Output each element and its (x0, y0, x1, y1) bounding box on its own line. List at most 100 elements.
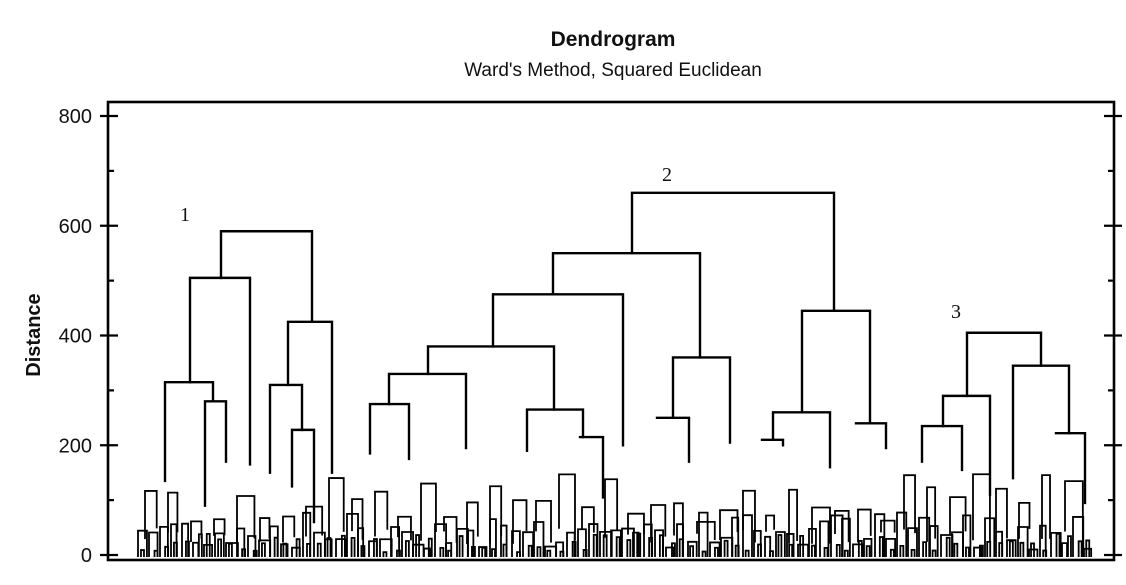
leaf-link (626, 539, 632, 557)
dendrogram-leaves (137, 473, 1093, 557)
leaf-link (511, 530, 521, 557)
merge-c3_right (1011, 364, 1071, 480)
leaf-link (819, 520, 830, 557)
merge-c2_llr (671, 356, 732, 444)
leaf-link (926, 486, 937, 542)
leaf-link (439, 546, 445, 557)
merge-c2_d (655, 416, 691, 463)
leaf-link (247, 535, 257, 557)
leaf-link (420, 482, 437, 541)
leaf-link (205, 533, 211, 557)
merge-c2_left (551, 251, 702, 359)
leaf-link (764, 535, 772, 557)
leaf-link (164, 545, 170, 557)
leaf-link (949, 496, 967, 535)
merge-c2_b (525, 408, 585, 452)
leaf-link (777, 534, 783, 557)
leaf-link (500, 524, 508, 557)
cluster-label-1: 1 (180, 204, 190, 226)
merge-c3_left (941, 394, 992, 496)
y-axis: 0 200 400 600 800 (59, 106, 1122, 567)
leaf-link (786, 533, 795, 557)
leaf-link (765, 514, 776, 532)
leaf-link (769, 550, 774, 557)
leaf-link (559, 550, 565, 557)
leaf-link (811, 506, 831, 544)
leaf-link (190, 520, 203, 543)
leaf-link (217, 538, 223, 557)
plot-area (106, 100, 1116, 562)
leaf-link (1050, 532, 1062, 557)
leaf-link (922, 541, 928, 557)
leaf-link (536, 546, 542, 557)
leaf-link (404, 540, 410, 557)
leaf-link (516, 551, 521, 557)
leaf-link (170, 523, 178, 557)
leaf-link (382, 551, 388, 557)
leaf-link (687, 540, 698, 557)
merge-c2_ll (491, 293, 625, 447)
leaf-link (197, 533, 203, 557)
leaf-link (953, 542, 959, 557)
leaf-link (843, 549, 849, 557)
leaf-link (878, 536, 884, 557)
chart-subtitle: Ward's Method, Squared Euclidean (464, 60, 762, 81)
leaf-link (396, 549, 401, 557)
merge-c1_right (286, 320, 334, 474)
leaf-link (775, 531, 786, 557)
leaf-link (678, 538, 684, 557)
leaf-link (731, 516, 740, 557)
leaf-link (137, 529, 148, 557)
leaf-link (604, 478, 619, 538)
leaf-link (491, 548, 496, 557)
leaf-link (929, 525, 939, 557)
leaf-link (581, 506, 595, 533)
leaf-link (910, 548, 916, 557)
leaf-link (723, 539, 729, 557)
y-tick-label: 800 (59, 106, 92, 128)
leaf-link (1077, 540, 1083, 557)
leaf-link (671, 542, 676, 557)
leaf-link (181, 522, 190, 557)
merge-c2_llll (387, 372, 468, 450)
leaf-link (390, 526, 400, 557)
leaf-link (834, 509, 850, 543)
leaf-link (1085, 539, 1091, 557)
leaf-link (173, 541, 178, 557)
y-tick-label: 600 (59, 216, 92, 238)
y-tick-label: 200 (59, 435, 92, 457)
y-tick-label: 400 (59, 326, 92, 348)
leaf-link (972, 473, 991, 542)
leaf-link (799, 535, 805, 557)
leaf-link (295, 538, 301, 557)
leaf-link (159, 525, 169, 557)
plot-border (106, 100, 1116, 562)
leaf-link (658, 534, 664, 557)
leaf-link (471, 545, 476, 557)
cluster-label-2: 2 (662, 164, 672, 186)
leaf-link (236, 527, 246, 557)
leaf-link (328, 477, 345, 539)
leaf-link (373, 538, 378, 557)
leaf-link (602, 534, 608, 557)
leaf-link (995, 487, 1008, 539)
leaf-link (214, 532, 225, 557)
leaf-link (213, 518, 226, 536)
leaf-link (1055, 532, 1061, 557)
leaf-link (1008, 540, 1014, 557)
leaf-link (689, 545, 694, 557)
leaf-link (1006, 539, 1017, 557)
leaf-link (665, 546, 675, 557)
leaf-link (261, 542, 266, 557)
leaf-link (709, 541, 721, 557)
leaf-link (148, 531, 159, 557)
merge-c2_f (578, 435, 605, 499)
merge-c3_b (1054, 431, 1087, 505)
leaf-link (326, 537, 332, 557)
leaf-link (811, 544, 816, 557)
y-tick-label: 0 (81, 545, 92, 567)
leaf-link (742, 489, 756, 543)
leaf-link (427, 537, 433, 557)
leaf-link (931, 549, 937, 557)
leaf-link (577, 528, 587, 557)
